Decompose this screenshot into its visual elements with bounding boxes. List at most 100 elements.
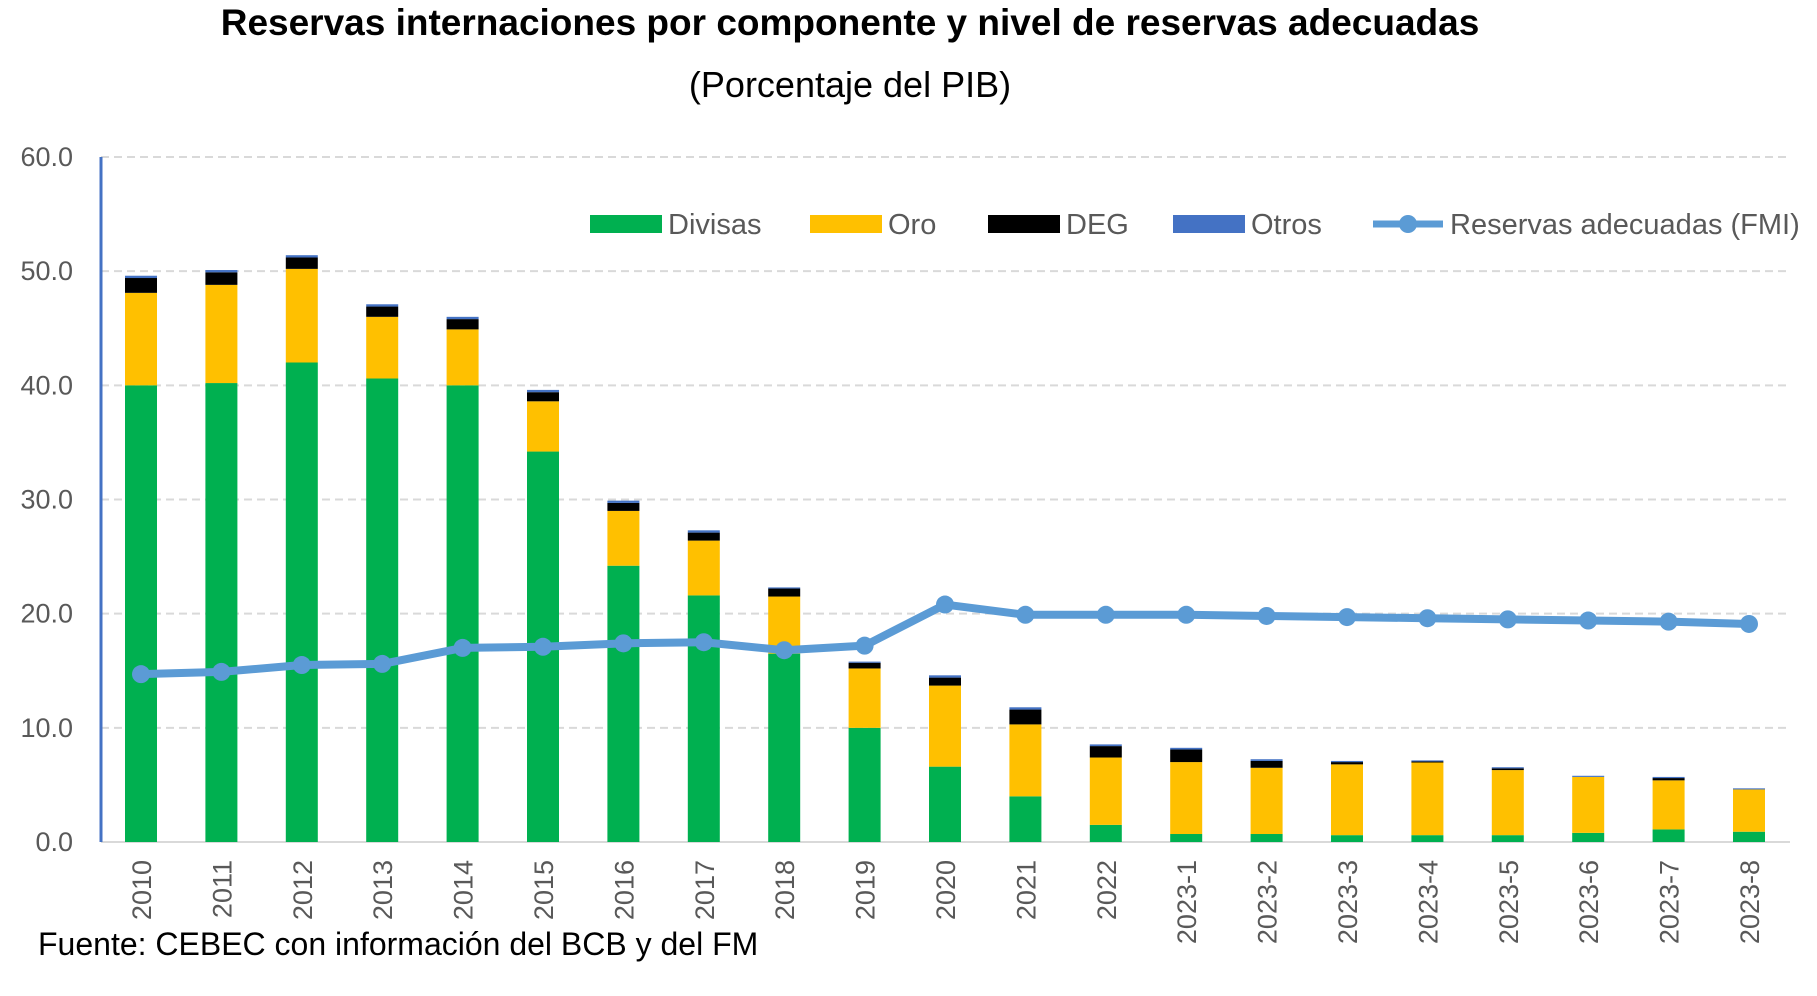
x-tick-label: 2011 xyxy=(207,860,237,918)
bar-oro-2019 xyxy=(848,668,881,728)
bar-divisas-2020 xyxy=(929,766,961,842)
line-point-2023-3 xyxy=(1338,608,1356,627)
bar-deg-2010 xyxy=(125,278,157,293)
bar-otros-2023-1 xyxy=(1170,747,1203,750)
bar-oro-2020 xyxy=(929,685,961,767)
bar-oro-2015 xyxy=(527,401,559,452)
bar-otros-2022 xyxy=(1089,744,1122,747)
bar-deg-2023-2 xyxy=(1250,760,1283,768)
bar-otros-2023-2 xyxy=(1250,759,1283,761)
bar-otros-2023-6 xyxy=(1572,775,1605,777)
bar-divisas-2018 xyxy=(768,653,801,842)
line-point-2023-8 xyxy=(1740,614,1758,633)
bar-divisas-2023-6 xyxy=(1572,832,1605,842)
bar-deg-2023-4 xyxy=(1411,761,1444,763)
legend-swatch-divisas xyxy=(590,215,662,233)
bar-oro-2023-7 xyxy=(1652,780,1685,830)
line-point-2016 xyxy=(614,634,633,653)
bar-oro-2022 xyxy=(1089,757,1122,825)
bar-divisas-2023-4 xyxy=(1411,835,1444,842)
bar-oro-2023-5 xyxy=(1491,770,1524,836)
bar-otros-2023-3 xyxy=(1331,760,1363,763)
bar-deg-2020 xyxy=(929,677,961,686)
line-point-2017 xyxy=(694,633,713,652)
line-point-2023-2 xyxy=(1257,606,1276,625)
x-tick-label: 2023-7 xyxy=(1655,860,1685,944)
x-tick-label: 2020 xyxy=(931,860,961,920)
x-tick-label: 2022 xyxy=(1092,860,1122,920)
bar-deg-2017 xyxy=(687,532,720,541)
legend-swatch-otros xyxy=(1173,215,1245,233)
x-tick-label: 2021 xyxy=(1011,860,1041,920)
bar-otros-2021 xyxy=(1009,707,1042,710)
bar-deg-2019 xyxy=(848,662,881,669)
bar-deg-2013 xyxy=(366,306,399,317)
bar-divisas-2021 xyxy=(1009,796,1042,842)
line-point-2023-1 xyxy=(1177,605,1196,624)
bar-otros-2016 xyxy=(607,500,640,503)
bar-divisas-2011 xyxy=(205,383,238,842)
legend-marker xyxy=(1399,215,1417,233)
bar-divisas-2019 xyxy=(848,727,881,842)
bar-divisas-2022 xyxy=(1089,824,1122,842)
line-point-2021 xyxy=(1016,605,1035,624)
y-tick-label: 20.0 xyxy=(20,599,73,629)
legend-label: Reservas adecuadas (FMI) xyxy=(1450,209,1800,241)
y-tick-label: 60.0 xyxy=(20,142,73,172)
x-tick-label: 2017 xyxy=(690,860,720,920)
x-tick-label: 2019 xyxy=(851,860,881,920)
line-point-2023-4 xyxy=(1418,609,1437,628)
x-tick-label: 2016 xyxy=(609,860,639,920)
bar-divisas-2010 xyxy=(125,385,157,842)
bar-deg-2015 xyxy=(527,392,559,402)
bar-oro-2014 xyxy=(446,329,479,386)
bar-deg-2016 xyxy=(607,502,640,511)
bar-deg-2022 xyxy=(1089,746,1122,758)
line-point-2012 xyxy=(292,656,311,675)
bar-oro-2023-2 xyxy=(1250,767,1283,835)
x-tick-label: 2023-6 xyxy=(1574,860,1604,944)
bar-oro-2023-3 xyxy=(1331,764,1363,836)
line-point-2023-7 xyxy=(1659,612,1678,631)
bar-divisas-2023-3 xyxy=(1331,835,1363,842)
chart-title: Reservas internaciones por componente y … xyxy=(220,2,1480,43)
bar-oro-2012 xyxy=(285,268,318,363)
bar-divisas-2017 xyxy=(687,595,720,842)
bar-deg-2018 xyxy=(768,588,801,597)
bar-oro-2023-8 xyxy=(1733,789,1765,832)
line-point-2013 xyxy=(373,654,392,673)
x-tick-label: 2023-4 xyxy=(1413,860,1443,944)
x-tick-label: 2010 xyxy=(127,860,157,920)
bar-deg-2021 xyxy=(1009,709,1042,725)
line-point-2018 xyxy=(775,641,794,660)
bar-otros-2023-8 xyxy=(1733,788,1765,790)
bar-divisas-2023-7 xyxy=(1652,829,1685,842)
bar-deg-2011 xyxy=(205,272,238,285)
bar-oro-2016 xyxy=(607,510,640,566)
y-tick-label: 40.0 xyxy=(20,370,73,400)
bar-otros-2020 xyxy=(929,675,961,678)
line-point-2022 xyxy=(1096,605,1115,624)
line-point-2014 xyxy=(453,638,472,657)
bar-oro-2013 xyxy=(366,316,399,379)
bar-deg-2023-5 xyxy=(1491,768,1524,771)
x-tick-label: 2023-8 xyxy=(1735,860,1765,944)
y-tick-label: 50.0 xyxy=(20,256,73,286)
bar-oro-2010 xyxy=(125,292,157,386)
bar-deg-2012 xyxy=(285,257,318,269)
x-tick-label: 2023-1 xyxy=(1172,860,1202,944)
bar-otros-2019 xyxy=(848,661,881,663)
bar-otros-2015 xyxy=(527,389,559,393)
bar-otros-2023-5 xyxy=(1491,767,1524,769)
bar-otros-2017 xyxy=(687,530,720,533)
legend-label: Divisas xyxy=(668,209,761,241)
legend-label: DEG xyxy=(1066,209,1129,241)
line-point-2020 xyxy=(936,595,954,614)
bar-divisas-2012 xyxy=(285,362,318,842)
x-tick-label: 2023-2 xyxy=(1253,860,1283,944)
bar-otros-2010 xyxy=(125,275,157,279)
legend-swatch-oro xyxy=(810,215,882,233)
x-tick-label: 2014 xyxy=(449,860,479,920)
x-tick-label: 2012 xyxy=(288,860,318,920)
